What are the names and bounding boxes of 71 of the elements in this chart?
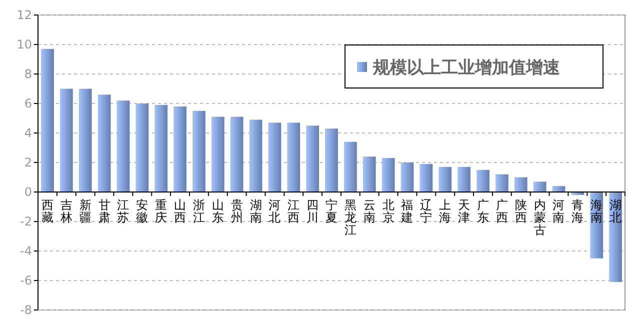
bar [325,128,338,192]
bar [230,116,244,192]
bar [287,122,300,192]
y-tick-label: -8 [20,303,32,318]
bar [116,100,130,192]
bar [533,182,546,192]
x-tick-label: 广西 [496,198,508,224]
y-tick-label: -6 [20,274,32,288]
bar [41,48,54,192]
x-tick-label: 贵州 [230,198,243,224]
bar [476,170,490,192]
bar [495,174,508,192]
x-tick-label: 山东 [212,198,224,224]
legend-label: 规模以上工业增加值增速 [372,58,560,78]
x-tick-label: 黑龙江 [344,198,356,237]
bar [136,104,149,192]
y-tick-label: 8 [24,67,32,82]
x-tick-label: 福建 [400,198,414,224]
y-tick-label: 4 [24,126,32,140]
bar [400,162,414,192]
x-tick-label: 宁夏 [326,198,338,224]
x-tick-label: 江苏 [117,198,130,224]
x-tick-label: 安徽 [136,198,148,224]
x-tick-label: 广东 [476,198,489,224]
bar [382,158,395,192]
bar [362,156,376,192]
y-tick-label: 0 [24,185,32,200]
x-tick-label: 内蒙古 [534,198,546,237]
bar [268,122,282,192]
y-tick-label: 6 [24,96,32,111]
x-tick-label: 西藏 [41,198,54,224]
x-tick-label: 北京 [382,198,394,224]
y-tick-label: 10 [16,38,32,52]
bar [211,116,224,192]
x-tick-label: 陕西 [514,198,527,224]
x-tick-label: 浙江 [192,198,205,224]
x-tick-label: 甘肃 [98,198,110,224]
x-tick-label: 云南 [363,198,376,224]
x-tick-label: 青海 [572,198,584,224]
x-tick-label: 四川 [306,198,319,224]
bar [174,106,186,192]
bar [249,120,262,192]
bar [438,166,452,192]
bar [458,166,470,192]
bar [344,142,357,192]
y-tick-label: 2 [24,156,32,170]
y-tick-label: -2 [20,214,32,229]
y-tick-label: 12 [16,8,32,22]
x-tick-label: 天津 [458,198,470,224]
x-tick-label: 河北 [268,198,281,224]
bar [420,164,433,192]
bar [192,110,206,192]
bar [154,104,168,192]
bar [306,126,319,192]
bar [60,88,73,192]
x-tick-label: 江西 [288,198,300,224]
x-tick-label: 海南 [590,198,603,224]
x-tick-label: 湖北 [610,198,622,224]
x-tick-label: 上海 [439,198,452,224]
x-tick-label: 河南 [552,198,565,224]
x-tick-label: 辽宁 [420,198,432,224]
bar [552,186,566,192]
x-tick-label: 湖南 [250,198,262,224]
x-tick-label: 重庆 [155,198,168,224]
x-tick-label: 山西 [174,198,186,224]
bar [514,177,528,192]
y-tick-label: -4 [20,244,32,258]
x-tick-label: 新疆 [79,198,92,224]
bar [98,94,111,192]
bar [78,88,92,192]
x-tick-label: 吉林 [59,198,72,224]
